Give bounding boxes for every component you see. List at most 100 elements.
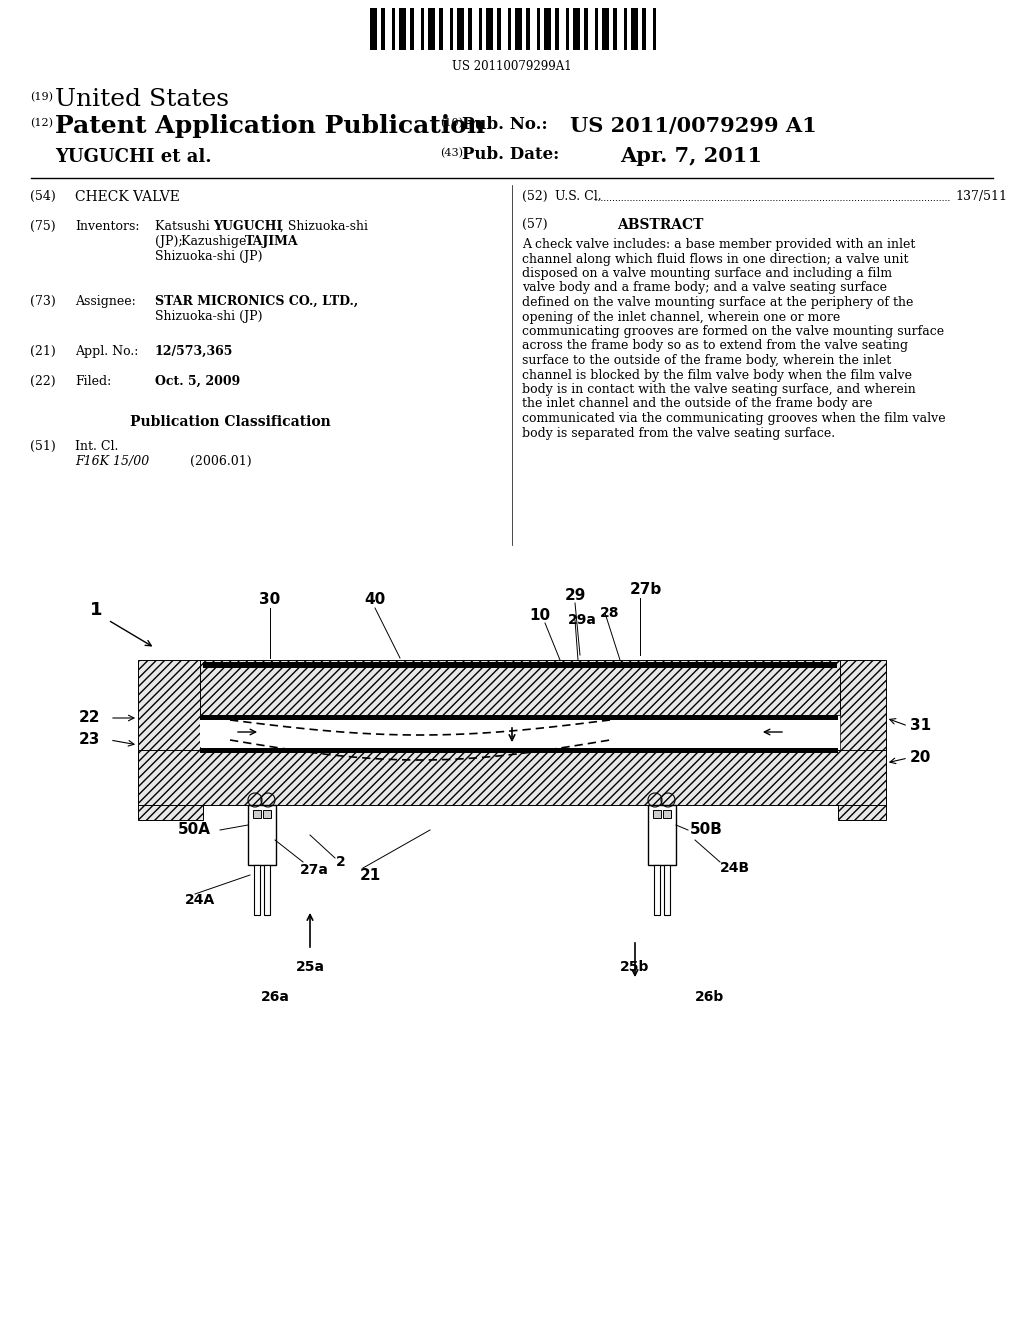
Text: (19): (19) <box>30 92 53 103</box>
Text: U.S. Cl.: U.S. Cl. <box>555 190 602 203</box>
Text: 30: 30 <box>259 593 281 607</box>
Text: 28: 28 <box>600 606 620 620</box>
Text: channel along which fluid flows in one direction; a valve unit: channel along which fluid flows in one d… <box>522 252 908 265</box>
Bar <box>613 8 616 50</box>
Text: Shizuoka-shi (JP): Shizuoka-shi (JP) <box>155 310 262 323</box>
Text: valve body and a frame body; and a valve seating surface: valve body and a frame body; and a valve… <box>522 281 887 294</box>
Text: F16K 15/00: F16K 15/00 <box>75 455 150 469</box>
Bar <box>482 8 486 50</box>
Text: ABSTRACT: ABSTRACT <box>616 218 703 232</box>
Text: 137/511: 137/511 <box>955 190 1007 203</box>
Bar <box>138 750 886 805</box>
Text: (52): (52) <box>522 190 548 203</box>
Text: Oct. 5, 2009: Oct. 5, 2009 <box>155 375 241 388</box>
Bar <box>399 8 407 50</box>
Text: Filed:: Filed: <box>75 375 112 388</box>
Text: 12/573,365: 12/573,365 <box>155 345 233 358</box>
Bar <box>515 8 522 50</box>
Bar <box>442 8 450 50</box>
Bar <box>392 8 395 50</box>
Bar <box>464 8 468 50</box>
Text: (2006.01): (2006.01) <box>190 455 252 469</box>
Bar <box>377 8 381 50</box>
Bar <box>645 8 652 50</box>
Bar <box>638 8 642 50</box>
Bar <box>526 8 529 50</box>
Text: , Shizuoka-shi: , Shizuoka-shi <box>280 220 368 234</box>
Text: Patent Application Publication: Patent Application Publication <box>55 114 485 139</box>
Bar <box>653 810 662 818</box>
Text: 31: 31 <box>910 718 931 734</box>
Text: Int. Cl.: Int. Cl. <box>75 440 119 453</box>
Text: (75): (75) <box>30 220 55 234</box>
Text: 10: 10 <box>529 607 551 623</box>
Text: Pub. No.:: Pub. No.: <box>462 116 548 133</box>
Text: Apr. 7, 2011: Apr. 7, 2011 <box>620 147 762 166</box>
Bar <box>264 865 270 915</box>
Text: 20: 20 <box>910 751 932 766</box>
Bar <box>494 8 497 50</box>
Bar <box>253 810 261 818</box>
Text: 29a: 29a <box>568 612 597 627</box>
Bar <box>595 8 598 50</box>
Bar <box>656 8 660 50</box>
Bar <box>565 8 569 50</box>
Bar <box>497 8 501 50</box>
Text: Pub. Date:: Pub. Date: <box>462 147 559 162</box>
Text: 24B: 24B <box>720 861 751 875</box>
Text: body is in contact with the valve seating surface, and wherein: body is in contact with the valve seatin… <box>522 383 915 396</box>
Bar <box>468 8 471 50</box>
Bar <box>573 8 581 50</box>
Text: (21): (21) <box>30 345 55 358</box>
Text: YUGUCHI et al.: YUGUCHI et al. <box>55 148 212 166</box>
Text: surface to the outside of the frame body, wherein the inlet: surface to the outside of the frame body… <box>522 354 891 367</box>
Bar <box>654 865 660 915</box>
Bar <box>384 8 392 50</box>
Text: (JP);: (JP); <box>155 235 186 248</box>
Bar <box>541 8 544 50</box>
Bar <box>631 8 638 50</box>
Text: communicated via the communicating grooves when the film valve: communicated via the communicating groov… <box>522 412 945 425</box>
Bar <box>508 8 511 50</box>
Bar <box>581 8 584 50</box>
Bar <box>544 8 551 50</box>
Bar <box>501 8 508 50</box>
Bar <box>838 660 886 820</box>
Bar <box>479 8 482 50</box>
Bar <box>584 8 588 50</box>
Bar <box>424 8 428 50</box>
Text: 25a: 25a <box>296 960 325 974</box>
Text: 21: 21 <box>360 867 381 883</box>
Text: Publication Classification: Publication Classification <box>130 414 331 429</box>
Bar <box>263 810 271 818</box>
Text: 50A: 50A <box>178 822 211 837</box>
Bar <box>435 8 439 50</box>
Bar <box>652 8 656 50</box>
Text: 22: 22 <box>79 710 100 726</box>
Text: 29: 29 <box>564 587 586 602</box>
Text: STAR MICRONICS CO., LTD.,: STAR MICRONICS CO., LTD., <box>155 294 358 308</box>
Bar <box>457 8 464 50</box>
Text: Kazushige: Kazushige <box>181 235 251 248</box>
Text: Katsushi: Katsushi <box>155 220 214 234</box>
Bar <box>664 865 670 915</box>
Bar <box>454 8 457 50</box>
Text: (57): (57) <box>522 218 548 231</box>
Text: the inlet channel and the outside of the frame body are: the inlet channel and the outside of the… <box>522 397 872 411</box>
Text: opening of the inlet channel, wherein one or more: opening of the inlet channel, wherein on… <box>522 310 841 323</box>
Bar <box>370 8 377 50</box>
Bar <box>471 8 479 50</box>
Bar <box>537 8 541 50</box>
Text: (22): (22) <box>30 375 55 388</box>
Bar <box>254 865 260 915</box>
Bar <box>381 8 384 50</box>
Bar <box>200 715 840 750</box>
Text: (73): (73) <box>30 294 55 308</box>
Bar <box>648 805 676 865</box>
Text: 25b: 25b <box>621 960 649 974</box>
Bar <box>200 748 838 752</box>
Text: defined on the valve mounting surface at the periphery of the: defined on the valve mounting surface at… <box>522 296 913 309</box>
Text: communicating grooves are formed on the valve mounting surface: communicating grooves are formed on the … <box>522 325 944 338</box>
Text: Appl. No.:: Appl. No.: <box>75 345 138 358</box>
Text: 26a: 26a <box>260 990 290 1005</box>
